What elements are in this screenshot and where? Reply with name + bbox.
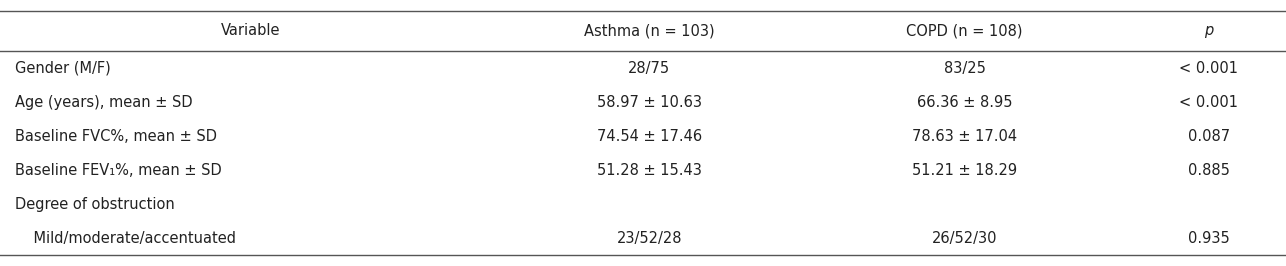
Text: Age (years), mean ± SD: Age (years), mean ± SD <box>15 95 193 110</box>
Text: 28/75: 28/75 <box>629 61 670 76</box>
Text: Gender (M/F): Gender (M/F) <box>15 61 111 76</box>
Text: Baseline FEV₁%, mean ± SD: Baseline FEV₁%, mean ± SD <box>15 163 222 178</box>
Text: p: p <box>1204 23 1214 38</box>
Text: 58.97 ± 10.63: 58.97 ± 10.63 <box>597 95 702 110</box>
Text: 0.087: 0.087 <box>1188 129 1229 144</box>
Text: Degree of obstruction: Degree of obstruction <box>15 197 175 212</box>
Text: 66.36 ± 8.95: 66.36 ± 8.95 <box>917 95 1012 110</box>
Text: 23/52/28: 23/52/28 <box>617 231 682 246</box>
Text: < 0.001: < 0.001 <box>1179 61 1238 76</box>
Text: 51.21 ± 18.29: 51.21 ± 18.29 <box>912 163 1017 178</box>
Text: Variable: Variable <box>221 23 280 38</box>
Text: Mild/moderate/accentuated: Mild/moderate/accentuated <box>15 231 237 246</box>
Text: 0.935: 0.935 <box>1188 231 1229 246</box>
Text: < 0.001: < 0.001 <box>1179 95 1238 110</box>
Text: 26/52/30: 26/52/30 <box>932 231 997 246</box>
Text: Asthma (n = 103): Asthma (n = 103) <box>584 23 715 38</box>
Text: 51.28 ± 15.43: 51.28 ± 15.43 <box>597 163 702 178</box>
Text: 78.63 ± 17.04: 78.63 ± 17.04 <box>912 129 1017 144</box>
Text: COPD (n = 108): COPD (n = 108) <box>907 23 1022 38</box>
Text: 83/25: 83/25 <box>944 61 985 76</box>
Text: 0.885: 0.885 <box>1188 163 1229 178</box>
Text: Baseline FVC%, mean ± SD: Baseline FVC%, mean ± SD <box>15 129 217 144</box>
Text: 74.54 ± 17.46: 74.54 ± 17.46 <box>597 129 702 144</box>
